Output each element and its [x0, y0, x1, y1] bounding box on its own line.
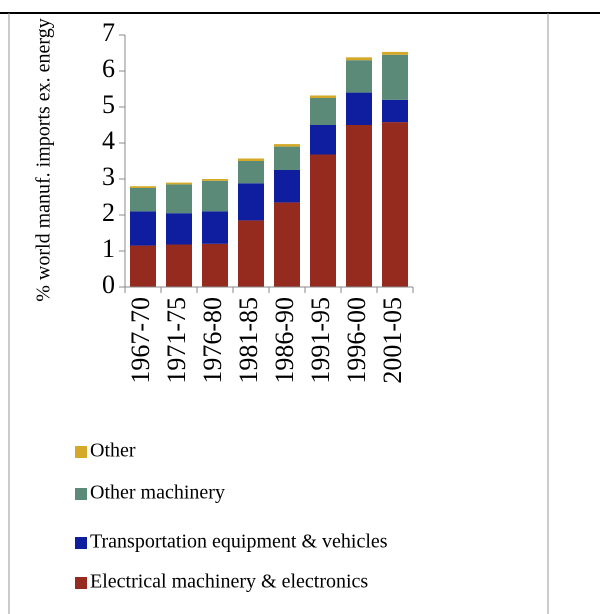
- bar-segment: [382, 54, 408, 100]
- y-tick-label: 1: [102, 234, 115, 263]
- bar-segment: [166, 182, 192, 185]
- x-tick-label: 2001-05: [378, 297, 407, 384]
- y-tick-label: 3: [102, 162, 115, 191]
- bar-segment: [130, 186, 156, 188]
- bar-segment: [238, 183, 264, 221]
- bar-segment: [346, 57, 372, 61]
- bar-segment: [346, 125, 372, 287]
- x-tick-label: 1996-00: [342, 297, 371, 384]
- bar-segment: [346, 92, 372, 125]
- bar-segment: [382, 99, 408, 123]
- bar-segment: [382, 51, 408, 55]
- y-tick-label: 2: [102, 198, 115, 227]
- bar-segment: [274, 170, 300, 203]
- legend-swatch: [75, 537, 87, 549]
- bar-segment: [166, 184, 192, 214]
- bar-segment: [310, 125, 336, 155]
- bar-segment: [202, 179, 228, 181]
- bar-segment: [202, 211, 228, 244]
- bar-segment: [382, 122, 408, 288]
- bar-segment: [202, 243, 228, 287]
- x-tick-label: 1976-80: [198, 297, 227, 384]
- bar-segment: [130, 211, 156, 246]
- bar-segment: [130, 188, 156, 212]
- legend-swatch: [75, 446, 87, 458]
- bar-segment: [310, 95, 336, 98]
- x-tick-label: 1971-75: [162, 297, 191, 384]
- x-tick-label: 1986-90: [270, 297, 299, 384]
- bar-segment: [274, 144, 300, 147]
- x-tick-label: 1967-70: [126, 297, 155, 384]
- bar-segment: [274, 146, 300, 170]
- bar-segment: [130, 245, 156, 287]
- x-tick-label: 1981-85: [234, 297, 263, 384]
- y-tick-label: 7: [102, 18, 115, 47]
- y-tick-label: 0: [102, 270, 115, 299]
- bar-segment: [274, 202, 300, 287]
- bar-segment: [310, 154, 336, 287]
- legend-label: Electrical machinery & electronics: [90, 571, 368, 593]
- bar-segment: [238, 158, 264, 161]
- y-axis-label: % world manuf. imports ex. energy: [33, 18, 55, 301]
- legend-label: Transportation equipment & vehicles: [90, 531, 388, 553]
- legend-swatch: [75, 488, 87, 500]
- bar-segment: [238, 161, 264, 184]
- bar-segment: [346, 60, 372, 93]
- y-tick-label: 4: [102, 126, 115, 155]
- bar-segment: [166, 213, 192, 245]
- bar-segment: [202, 180, 228, 212]
- legend-label: Other: [90, 440, 136, 462]
- bar-segment: [310, 98, 336, 125]
- y-tick-label: 5: [102, 90, 115, 119]
- x-tick-label: 1991-95: [306, 297, 335, 384]
- y-tick-label: 6: [102, 54, 115, 83]
- legend-swatch: [75, 577, 87, 589]
- legend-label: Other machinery: [90, 482, 225, 504]
- bar-segment: [166, 244, 192, 287]
- bar-segment: [238, 220, 264, 287]
